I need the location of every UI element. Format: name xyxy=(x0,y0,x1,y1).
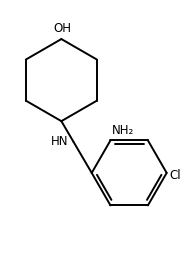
Text: Cl: Cl xyxy=(170,168,181,181)
Text: OH: OH xyxy=(53,22,71,35)
Text: HN: HN xyxy=(51,134,68,147)
Text: NH₂: NH₂ xyxy=(112,124,134,137)
